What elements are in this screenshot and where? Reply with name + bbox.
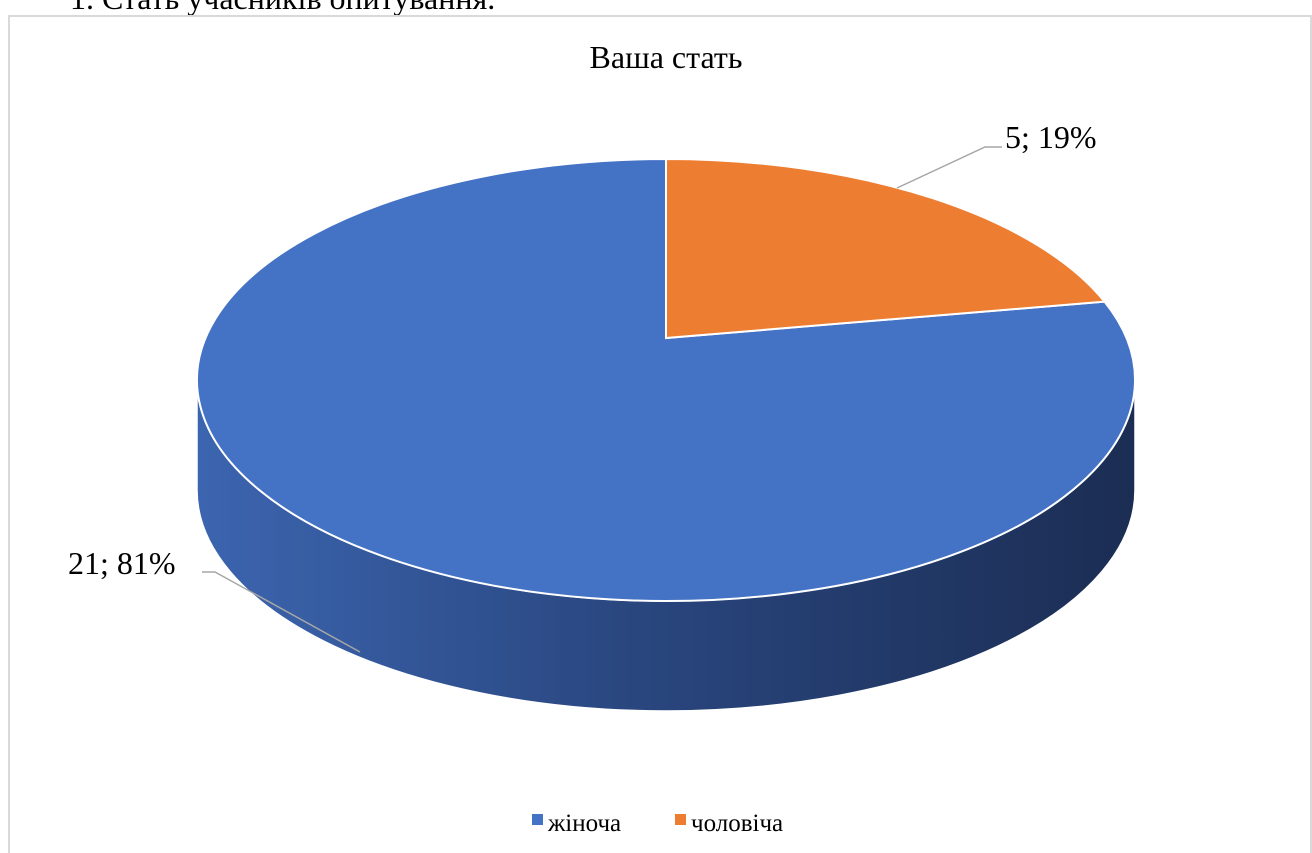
legend-label-cholovicha: чоловіча — [691, 810, 783, 837]
leader-line-cholovicha — [896, 146, 1002, 189]
legend-swatch-cholovicha — [675, 814, 686, 825]
pie-slice-cholovicha — [665, 157, 1107, 340]
legend-swatch-zhinocha — [532, 814, 543, 825]
data-label-zhinocha: 21; 81% — [68, 545, 176, 581]
pie-slice-zhinocha — [196, 157, 1136, 602]
leader-line-zhinocha — [202, 571, 361, 653]
chart-title: Ваша стать — [590, 39, 743, 75]
document-heading: 1. Стать учасників опитування. — [70, 0, 495, 17]
legend-label-zhinocha: жіноча — [547, 810, 621, 837]
data-label-cholovicha: 5; 19% — [1005, 119, 1097, 155]
